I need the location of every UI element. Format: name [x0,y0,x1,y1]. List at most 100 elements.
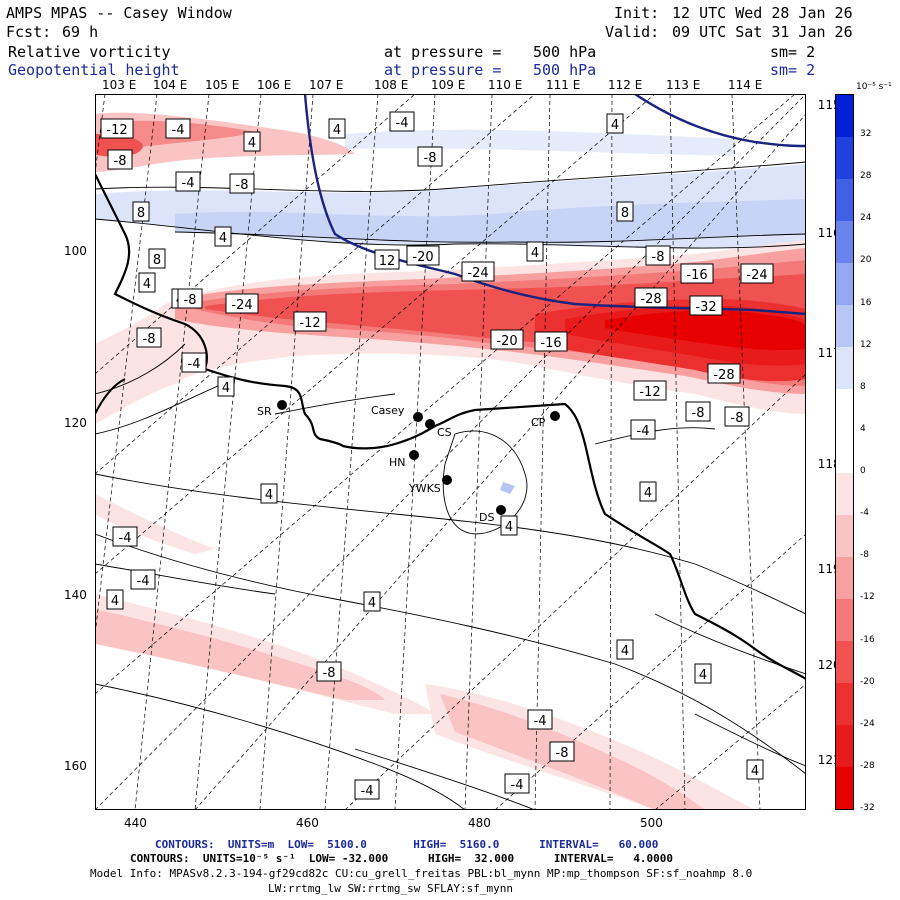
contour-label-box [214,226,232,247]
contour-label: -20 [496,334,517,349]
latlon-grid [95,94,806,810]
forecast-hour: 69 h [62,23,99,41]
contour-label-box [689,295,723,316]
contour-label-box [406,245,440,266]
colorbar-level-label: -24 [860,718,875,729]
contour-label: -4 [182,176,195,191]
contour-label: -24 [231,298,252,313]
contour-label: 4 [368,596,376,611]
contour-label-box [740,263,774,284]
contour-label: -12 [639,385,660,400]
station-marker-ds[interactable] [496,505,506,515]
contour-label-box [217,376,235,397]
x-axis-label: 500 [640,816,663,830]
field2-smoothing: sm= 2 [770,61,816,79]
model-info-line2: LW:rrtmg_lw SW:rrtmg_sw SFLAY:sf_mynn [268,882,514,895]
negative-vorticity-band [95,609,385,700]
contour-label: -4 [511,778,524,793]
vorticity-contour-info: CONTOURS: UNITS=10⁻⁵ s⁻¹ LOW= -32.000 HI… [130,852,674,865]
station-marker-cs[interactable] [425,419,435,429]
contour-label: -28 [640,292,661,307]
contour-label: -12 [299,316,320,331]
colorbar-level-label: -4 [860,508,869,519]
colorbar-level-label: -20 [860,676,875,687]
contour-label: 8 [153,253,161,268]
x-axis-label: 460 [296,816,319,830]
field1-level-label: at pressure = [384,43,502,61]
coastline [95,173,806,680]
y-axis-label: 100 [64,244,87,258]
lon-label: 103 E [102,78,137,92]
station-label: Casey [371,404,405,417]
y-axis-label: 140 [64,588,87,602]
contour-label-box [100,118,134,139]
station-marker-ywks[interactable] [442,475,452,485]
contour-label-box [112,526,138,547]
contour-label-box [526,241,544,262]
colorbar-level-label: 32 [860,129,872,139]
station-label: YWKS [408,482,441,495]
contour-label-box [389,111,415,132]
negative-vorticity-core [605,310,806,351]
colorbar-segment [836,179,853,221]
contour-label-box [685,401,711,422]
contour-label: 4 [699,668,707,683]
colorbar-segment [836,95,853,137]
contour-label-box [106,589,124,610]
contour-label-box [354,779,380,800]
lon-label: 112 E [608,78,643,92]
contour-label-box [138,272,156,293]
contour-label: 4 [333,123,341,138]
contour-label: 12 [379,254,396,269]
contour-label-box [175,171,201,192]
contour-label: -24 [467,266,488,281]
contour-label-box [746,759,764,780]
colorbar-segment [836,221,853,263]
station-marker-sr[interactable] [277,400,287,410]
colorbar-segment [836,725,853,767]
colorbar-segment [836,767,853,809]
contour-label-box [616,639,634,660]
station-marker-cp[interactable] [550,411,560,421]
lon-label: 108 E [374,78,409,92]
model-info-line1: Model Info: MPASv8.2.3-194-gf29cd82c CU:… [90,867,753,880]
station-marker-casey[interactable] [413,412,423,422]
contour-label: -8 [323,666,336,681]
colorbar-segment [836,515,853,557]
contour-label: -16 [686,268,707,283]
station-label: HN [389,456,406,469]
contour-label: -8 [692,406,705,421]
station-marker-hn[interactable] [409,450,419,460]
valid-time: 09 UTC Sat 31 Jan 26 [672,23,853,41]
contour-label: 4 [143,277,151,292]
colorbar-level-label: 0 [860,466,866,476]
contour-label-box [148,248,166,269]
contour-label-box [630,419,656,440]
colorbar-segment [836,431,853,473]
field2-level-label: at pressure = [384,61,502,79]
contour-label-box [417,146,443,167]
contour-label: 4 [248,136,256,151]
contour-label: -20 [412,250,433,265]
colorbar-level-label: 20 [860,255,872,266]
contour-label: -8 [556,746,569,761]
contour-label-box [680,263,714,284]
plot-title: AMPS MPAS -- Casey Window [6,4,232,22]
contour-label-box [694,663,712,684]
contour-label-box [316,661,342,682]
contour-label: -8 [143,332,156,347]
colorbar-segment [836,137,853,179]
contour-label: -32 [695,300,716,315]
contour-label-box [177,288,203,309]
contour-label: 4 [644,486,652,501]
contour-label: 4 [219,231,227,246]
lon-label: 105 E [205,78,240,92]
colorbar-segment [836,641,853,683]
height-contour-info: CONTOURS: UNITS=m LOW= 5100.0 HIGH= 5160… [155,838,659,851]
colorbar-level-label: -8 [860,550,869,561]
contour-label-box [130,569,156,590]
colorbar-segment [836,347,853,389]
contour-label-box [181,352,207,373]
contour-label-box [363,591,381,612]
contour-label-box [527,709,553,730]
